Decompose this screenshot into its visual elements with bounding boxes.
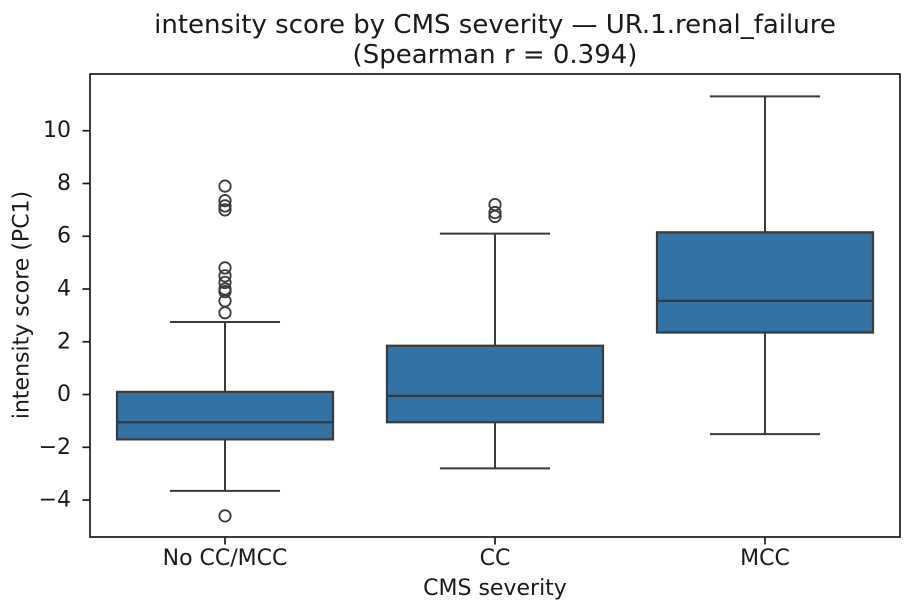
plot-border <box>89 73 901 538</box>
x-tick-label: MCC <box>740 546 790 571</box>
outlier-point <box>218 285 232 299</box>
outlier-point <box>218 194 232 208</box>
outlier-point <box>218 199 232 213</box>
x-axis-label: CMS severity <box>423 576 567 601</box>
outlier-point <box>218 269 232 283</box>
outlier-point <box>218 306 232 320</box>
outlier-point <box>488 205 502 220</box>
x-tick-label: No CC/MCC <box>163 546 288 571</box>
y-tick-label: 2 <box>57 329 71 354</box>
box <box>385 344 605 424</box>
y-tick-label: −4 <box>39 488 71 513</box>
y-tick-label: 4 <box>57 277 71 302</box>
outlier-point <box>488 209 502 224</box>
box <box>655 231 875 334</box>
chart-subtitle: (Spearman r = 0.394) <box>352 40 638 70</box>
chart-title: intensity score by CMS severity — UR.1.r… <box>154 10 836 40</box>
box <box>115 390 335 441</box>
y-tick-label: 0 <box>57 382 71 407</box>
y-tick-label: −2 <box>39 435 71 460</box>
outlier-point <box>218 179 232 193</box>
outlier-point <box>218 275 232 290</box>
y-tick-label: 10 <box>43 118 71 143</box>
outlier-point <box>218 509 232 523</box>
y-tick-label: 6 <box>57 224 71 249</box>
y-tick-label: 8 <box>57 171 71 196</box>
chart-title-block: intensity score by CMS severity — UR.1.r… <box>90 10 900 70</box>
outlier-point <box>218 203 232 217</box>
x-tick-label: CC <box>480 546 511 571</box>
outlier-point <box>218 261 232 275</box>
